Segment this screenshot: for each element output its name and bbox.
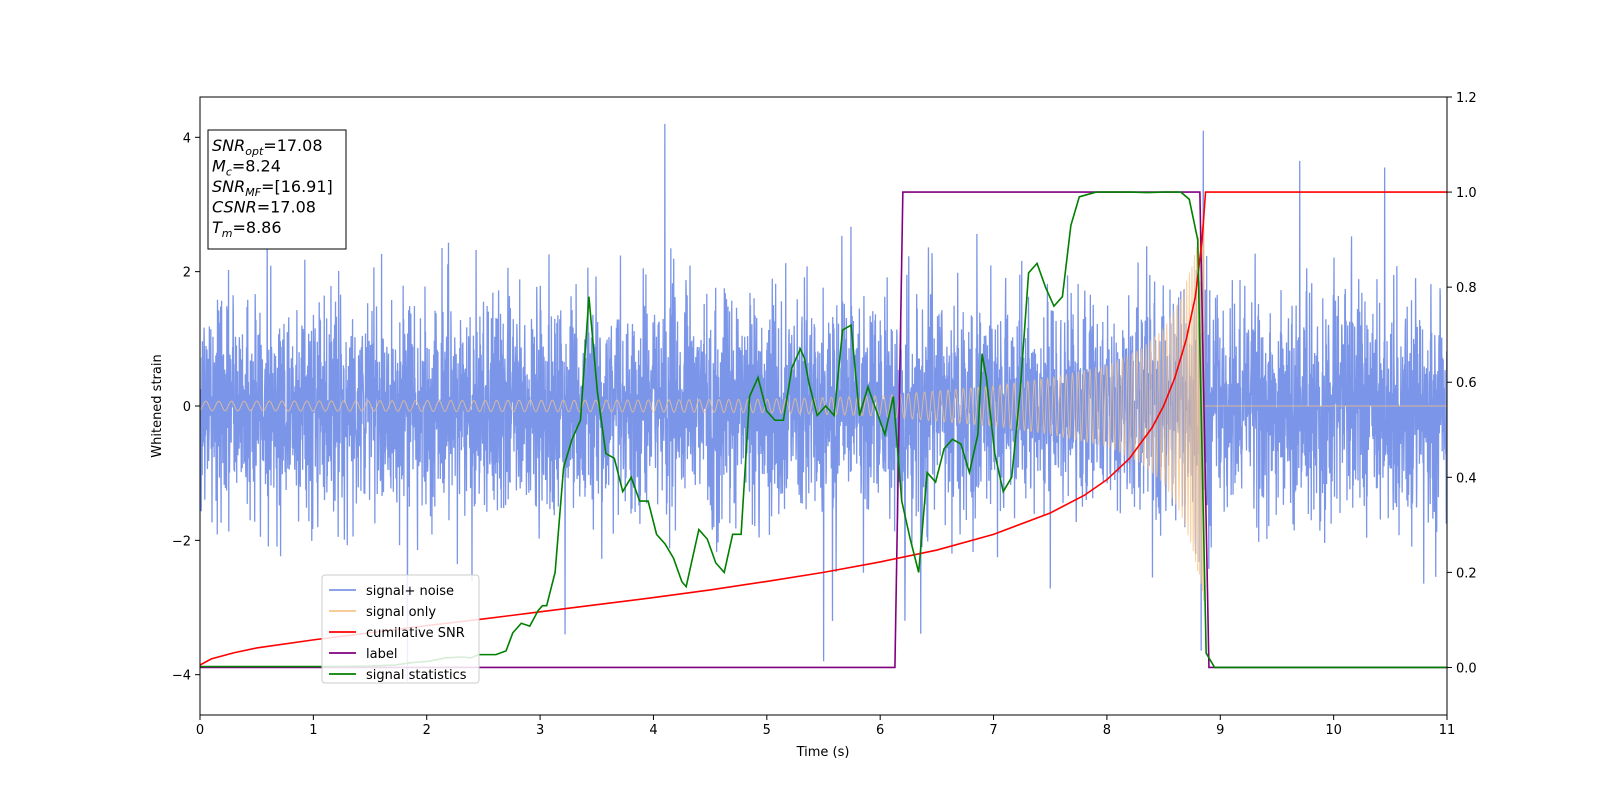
y2-tick-label: 0.6 (1456, 376, 1477, 391)
y2-tick-label: 1.2 (1456, 91, 1477, 106)
info-subscript: m (222, 227, 233, 240)
x-tick-label: 9 (1216, 723, 1224, 738)
legend: signal+ noise signal only cumilative SNR la… (321, 574, 480, 684)
legend-frame (321, 574, 480, 684)
y-tick-label: −4 (172, 669, 191, 684)
info-value: =17.08 (257, 198, 316, 217)
legend-label: cumilative SNR (366, 626, 465, 641)
info-symbol: T (212, 218, 223, 237)
x-tick-label: 0 (196, 723, 204, 738)
y2-tick-label: 0.0 (1456, 661, 1477, 676)
x-tick-label: 5 (763, 723, 771, 738)
y-axis-label: Whitened strain (150, 354, 165, 457)
legend-label: signal+ noise (366, 584, 454, 599)
info-subscript: MF (245, 186, 261, 199)
y2-tick-label: 1.0 (1456, 186, 1477, 201)
info-symbol: CSNR (212, 198, 257, 217)
info-line: Tm=8.86 (212, 218, 282, 240)
y-axis-right: 0.0 0.2 0.4 0.6 0.8 1.0 1.2 (1447, 91, 1477, 676)
y-tick-label: 0 (183, 400, 191, 415)
y2-tick-label: 0.4 (1456, 471, 1477, 486)
y-tick-label: −2 (172, 534, 191, 549)
info-value: =8.86 (233, 218, 282, 237)
x-tick-label: 6 (876, 723, 884, 738)
y2-tick-label: 0.2 (1456, 566, 1477, 581)
info-box-frame (207, 129, 347, 250)
info-subscript: opt (245, 145, 264, 158)
info-symbol: SNR (212, 136, 245, 155)
x-tick-label: 4 (649, 723, 657, 738)
info-line: SNRMF=[16.91] (212, 177, 333, 199)
x-tick-label: 10 (1325, 723, 1342, 738)
info-value: =8.24 (232, 157, 281, 176)
x-tick-label: 7 (989, 723, 997, 738)
x-axis: 0 1 2 3 4 5 6 7 8 9 10 11 (196, 715, 1455, 738)
info-value: =[16.91] (261, 177, 333, 196)
y-axis-left: −4 −2 0 2 4 (172, 131, 200, 684)
series-signal-only-line (200, 207, 1447, 602)
x-tick-label: 8 (1103, 723, 1111, 738)
y-tick-label: 4 (183, 131, 191, 146)
legend-label: signal statistics (366, 668, 467, 683)
series-signal-noise-line (200, 123, 1447, 682)
info-value: =17.08 (263, 136, 322, 155)
y-tick-label: 2 (183, 266, 191, 281)
legend-label: label (366, 647, 397, 662)
y2-tick-label: 0.8 (1456, 281, 1477, 296)
info-symbol: SNR (212, 177, 245, 196)
info-line: SNRopt=17.08 (212, 136, 323, 158)
x-axis-label: Time (s) (796, 745, 850, 760)
x-tick-label: 11 (1439, 723, 1456, 738)
info-line: CSNR=17.08 (212, 198, 316, 217)
legend-label: signal only (366, 605, 436, 620)
x-tick-label: 3 (536, 723, 544, 738)
info-box: SNRopt=17.08Mc=8.24SNRMF=[16.91]CSNR=17.… (207, 129, 347, 250)
x-tick-label: 1 (309, 723, 317, 738)
x-tick-label: 2 (423, 723, 431, 738)
info-line: Mc=8.24 (212, 157, 281, 179)
series-signal-statistics-line (200, 191, 1447, 669)
info-subscript: c (226, 166, 232, 179)
info-symbol: M (212, 157, 226, 176)
